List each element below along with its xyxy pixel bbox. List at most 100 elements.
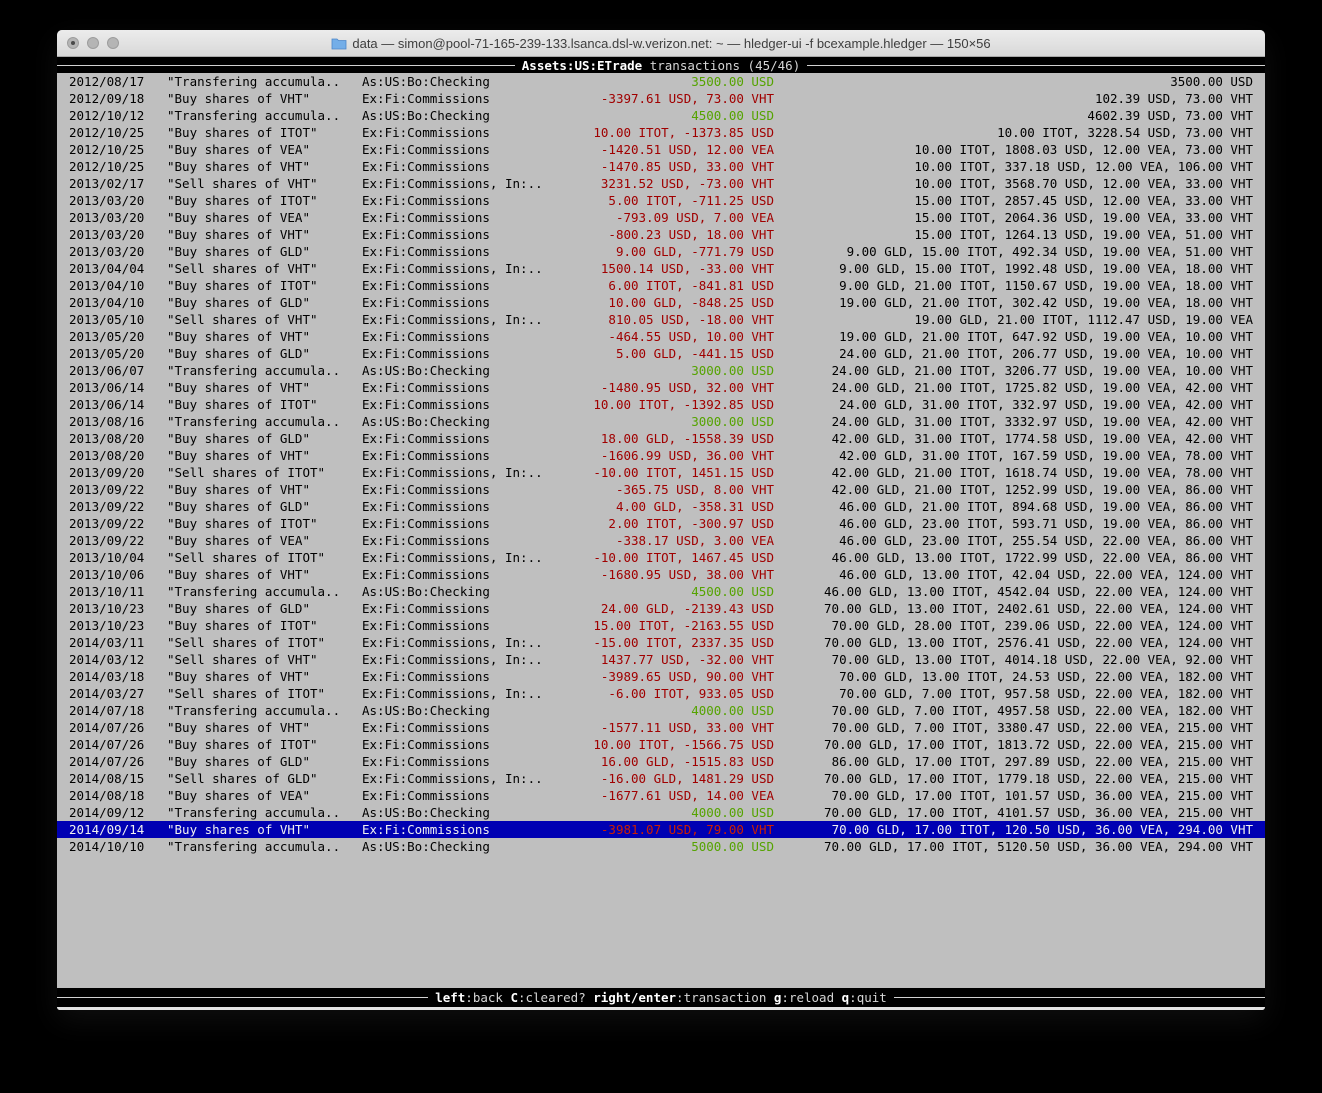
window-title-bar[interactable]: data — simon@pool-71-165-239-133.lsanca.…	[57, 30, 1265, 57]
cell-description: "Buy shares of VEA"	[167, 142, 310, 157]
transaction-row[interactable]: 2012/09/18 "Buy shares of VHT" Ex:Fi:Com…	[57, 90, 1265, 107]
transaction-row[interactable]: 2012/10/25 "Buy shares of ITOT" Ex:Fi:Co…	[57, 124, 1265, 141]
transaction-row[interactable]: 2013/03/20 "Buy shares of VHT" Ex:Fi:Com…	[57, 226, 1265, 243]
cell-account: Ex:Fi:Commissions	[362, 397, 490, 412]
cell-account: Ex:Fi:Commissions	[362, 227, 490, 242]
transaction-row[interactable]: 2014/09/12 "Transfering accumula.. As:US…	[57, 804, 1265, 821]
cell-description: "Buy shares of GLD"	[167, 244, 310, 259]
cell-amount: 2.00 ITOT, -300.97 USD	[608, 516, 774, 531]
close-button[interactable]	[67, 37, 79, 49]
transaction-row[interactable]: 2014/07/18 "Transfering accumula.. As:US…	[57, 702, 1265, 719]
transaction-row[interactable]: 2014/07/26 "Buy shares of ITOT" Ex:Fi:Co…	[57, 736, 1265, 753]
cell-balance: 46.00 GLD, 13.00 ITOT, 4542.04 USD, 22.0…	[824, 584, 1253, 599]
cell-amount: -1480.95 USD, 32.00 VHT	[600, 380, 774, 395]
cell-amount: 3000.00 USD	[691, 363, 774, 378]
transaction-row[interactable]: 2013/04/04 "Sell shares of VHT" Ex:Fi:Co…	[57, 260, 1265, 277]
transaction-row[interactable]: 2013/05/20 "Buy shares of VHT" Ex:Fi:Com…	[57, 328, 1265, 345]
cell-description: "Sell shares of GLD"	[167, 771, 318, 786]
minimize-button[interactable]	[87, 37, 99, 49]
cell-description: "Sell shares of VHT"	[167, 652, 318, 667]
hint-g: g:reload	[773, 990, 842, 1005]
screen-header-bar: Assets:US:ETrade transactions (45/46)	[57, 57, 1265, 73]
zoom-button[interactable]	[107, 37, 119, 49]
cell-date: 2013/08/16	[69, 414, 145, 429]
cell-account: Ex:Fi:Commissions	[362, 142, 490, 157]
transaction-row[interactable]: 2014/08/15 "Sell shares of GLD" Ex:Fi:Co…	[57, 770, 1265, 787]
transaction-row[interactable]: 2014/03/11 "Sell shares of ITOT" Ex:Fi:C…	[57, 634, 1265, 651]
cell-amount: -1680.95 USD, 38.00 VHT	[600, 567, 774, 582]
transaction-row[interactable]: 2013/08/20 "Buy shares of VHT" Ex:Fi:Com…	[57, 447, 1265, 464]
cell-date: 2014/03/11	[69, 635, 145, 650]
transaction-row[interactable]: 2012/10/25 "Buy shares of VEA" Ex:Fi:Com…	[57, 141, 1265, 158]
cell-date: 2013/09/22	[69, 516, 145, 531]
transaction-row[interactable]: 2013/06/14 "Buy shares of VHT" Ex:Fi:Com…	[57, 379, 1265, 396]
cell-amount: -338.17 USD, 3.00 VEA	[615, 533, 774, 548]
cell-description: "Buy shares of VHT"	[167, 822, 310, 837]
cell-amount: -10.00 ITOT, 1467.45 USD	[593, 550, 774, 565]
transaction-row[interactable]: 2012/10/25 "Buy shares of VHT" Ex:Fi:Com…	[57, 158, 1265, 175]
cell-balance: 19.00 GLD, 21.00 ITOT, 647.92 USD, 19.00…	[839, 329, 1253, 344]
transaction-row[interactable]: 2013/08/20 "Buy shares of GLD" Ex:Fi:Com…	[57, 430, 1265, 447]
hint-right-enter: right/enter:transaction	[593, 990, 774, 1005]
cell-account: Ex:Fi:Commissions	[362, 720, 490, 735]
transaction-row[interactable]: 2014/07/26 "Buy shares of VHT" Ex:Fi:Com…	[57, 719, 1265, 736]
transaction-row[interactable]: 2014/07/26 "Buy shares of GLD" Ex:Fi:Com…	[57, 753, 1265, 770]
transaction-row[interactable]: 2013/06/14 "Buy shares of ITOT" Ex:Fi:Co…	[57, 396, 1265, 413]
transaction-row[interactable]: 2014/10/10 "Transfering accumula.. As:US…	[57, 838, 1265, 855]
window-bottom-edge	[57, 1007, 1265, 1010]
cell-account: Ex:Fi:Commissions	[362, 193, 490, 208]
transaction-row[interactable]: 2013/05/20 "Buy shares of GLD" Ex:Fi:Com…	[57, 345, 1265, 362]
cell-date: 2014/10/10	[69, 839, 145, 854]
transaction-row[interactable]: 2013/09/22 "Buy shares of GLD" Ex:Fi:Com…	[57, 498, 1265, 515]
cell-date: 2013/06/14	[69, 380, 145, 395]
cell-amount: -3989.65 USD, 90.00 VHT	[600, 669, 774, 684]
transaction-row[interactable]: 2014/08/18 "Buy shares of VEA" Ex:Fi:Com…	[57, 787, 1265, 804]
transaction-row[interactable]: 2013/04/10 "Buy shares of ITOT" Ex:Fi:Co…	[57, 277, 1265, 294]
cell-balance: 15.00 ITOT, 2857.45 USD, 12.00 VEA, 33.0…	[914, 193, 1253, 208]
transaction-row[interactable]: 2013/09/22 "Buy shares of VEA" Ex:Fi:Com…	[57, 532, 1265, 549]
transaction-row[interactable]: 2013/10/04 "Sell shares of ITOT" Ex:Fi:C…	[57, 549, 1265, 566]
transaction-row[interactable]: 2013/03/20 "Buy shares of GLD" Ex:Fi:Com…	[57, 243, 1265, 260]
cell-date: 2013/03/20	[69, 227, 145, 242]
transaction-list: 2012/08/17 "Transfering accumula.. As:US…	[57, 73, 1265, 855]
cell-account: Ex:Fi:Commissions, In:..	[362, 312, 543, 327]
transaction-row[interactable]: 2013/02/17 "Sell shares of VHT" Ex:Fi:Co…	[57, 175, 1265, 192]
cell-amount: -365.75 USD, 8.00 VHT	[615, 482, 774, 497]
transaction-row[interactable]: 2013/10/11 "Transfering accumula.. As:US…	[57, 583, 1265, 600]
transaction-row[interactable]: 2013/09/22 "Buy shares of ITOT" Ex:Fi:Co…	[57, 515, 1265, 532]
cell-account: Ex:Fi:Commissions	[362, 91, 490, 106]
cell-account: Ex:Fi:Commissions	[362, 210, 490, 225]
cell-balance: 70.00 GLD, 13.00 ITOT, 2576.41 USD, 22.0…	[824, 635, 1253, 650]
cell-account: Ex:Fi:Commissions	[362, 788, 490, 803]
cell-balance: 46.00 GLD, 23.00 ITOT, 593.71 USD, 19.00…	[839, 516, 1253, 531]
cell-description: "Buy shares of GLD"	[167, 295, 310, 310]
cell-balance: 70.00 GLD, 17.00 ITOT, 1813.72 USD, 22.0…	[824, 737, 1253, 752]
transaction-row[interactable]: 2012/10/12 "Transfering accumula.. As:US…	[57, 107, 1265, 124]
transaction-row[interactable]: 2013/03/20 "Buy shares of VEA" Ex:Fi:Com…	[57, 209, 1265, 226]
terminal-window: data — simon@pool-71-165-239-133.lsanca.…	[57, 30, 1265, 1010]
transaction-row[interactable]: 2013/10/23 "Buy shares of GLD" Ex:Fi:Com…	[57, 600, 1265, 617]
transaction-row[interactable]: 2013/08/16 "Transfering accumula.. As:US…	[57, 413, 1265, 430]
transaction-row[interactable]: 2013/05/10 "Sell shares of VHT" Ex:Fi:Co…	[57, 311, 1265, 328]
transaction-row[interactable]: 2012/08/17 "Transfering accumula.. As:US…	[57, 73, 1265, 90]
cell-account: Ex:Fi:Commissions	[362, 244, 490, 259]
transaction-row[interactable]: 2013/10/06 "Buy shares of VHT" Ex:Fi:Com…	[57, 566, 1265, 583]
transaction-row[interactable]: 2014/03/27 "Sell shares of ITOT" Ex:Fi:C…	[57, 685, 1265, 702]
cell-balance: 42.00 GLD, 31.00 ITOT, 1774.58 USD, 19.0…	[831, 431, 1253, 446]
cell-balance: 10.00 ITOT, 1808.03 USD, 12.00 VEA, 73.0…	[914, 142, 1253, 157]
transaction-row[interactable]: 2013/03/20 "Buy shares of ITOT" Ex:Fi:Co…	[57, 192, 1265, 209]
cell-description: "Buy shares of GLD"	[167, 601, 310, 616]
transaction-row[interactable]: 2013/09/20 "Sell shares of ITOT" Ex:Fi:C…	[57, 464, 1265, 481]
cell-date: 2013/04/04	[69, 261, 145, 276]
transaction-row[interactable]: 2014/03/18 "Buy shares of VHT" Ex:Fi:Com…	[57, 668, 1265, 685]
transaction-row[interactable]: 2014/03/12 "Sell shares of VHT" Ex:Fi:Co…	[57, 651, 1265, 668]
transaction-row[interactable]: 2013/06/07 "Transfering accumula.. As:US…	[57, 362, 1265, 379]
transaction-row[interactable]: 2014/09/14 "Buy shares of VHT" Ex:Fi:Com…	[57, 821, 1265, 838]
cell-amount: 4000.00 USD	[691, 703, 774, 718]
cell-balance: 70.00 GLD, 17.00 ITOT, 1779.18 USD, 22.0…	[824, 771, 1253, 786]
transaction-row[interactable]: 2013/09/22 "Buy shares of VHT" Ex:Fi:Com…	[57, 481, 1265, 498]
cell-account: Ex:Fi:Commissions	[362, 499, 490, 514]
transaction-row[interactable]: 2013/04/10 "Buy shares of GLD" Ex:Fi:Com…	[57, 294, 1265, 311]
cell-amount: 10.00 ITOT, -1392.85 USD	[593, 397, 774, 412]
transaction-row[interactable]: 2013/10/23 "Buy shares of ITOT" Ex:Fi:Co…	[57, 617, 1265, 634]
